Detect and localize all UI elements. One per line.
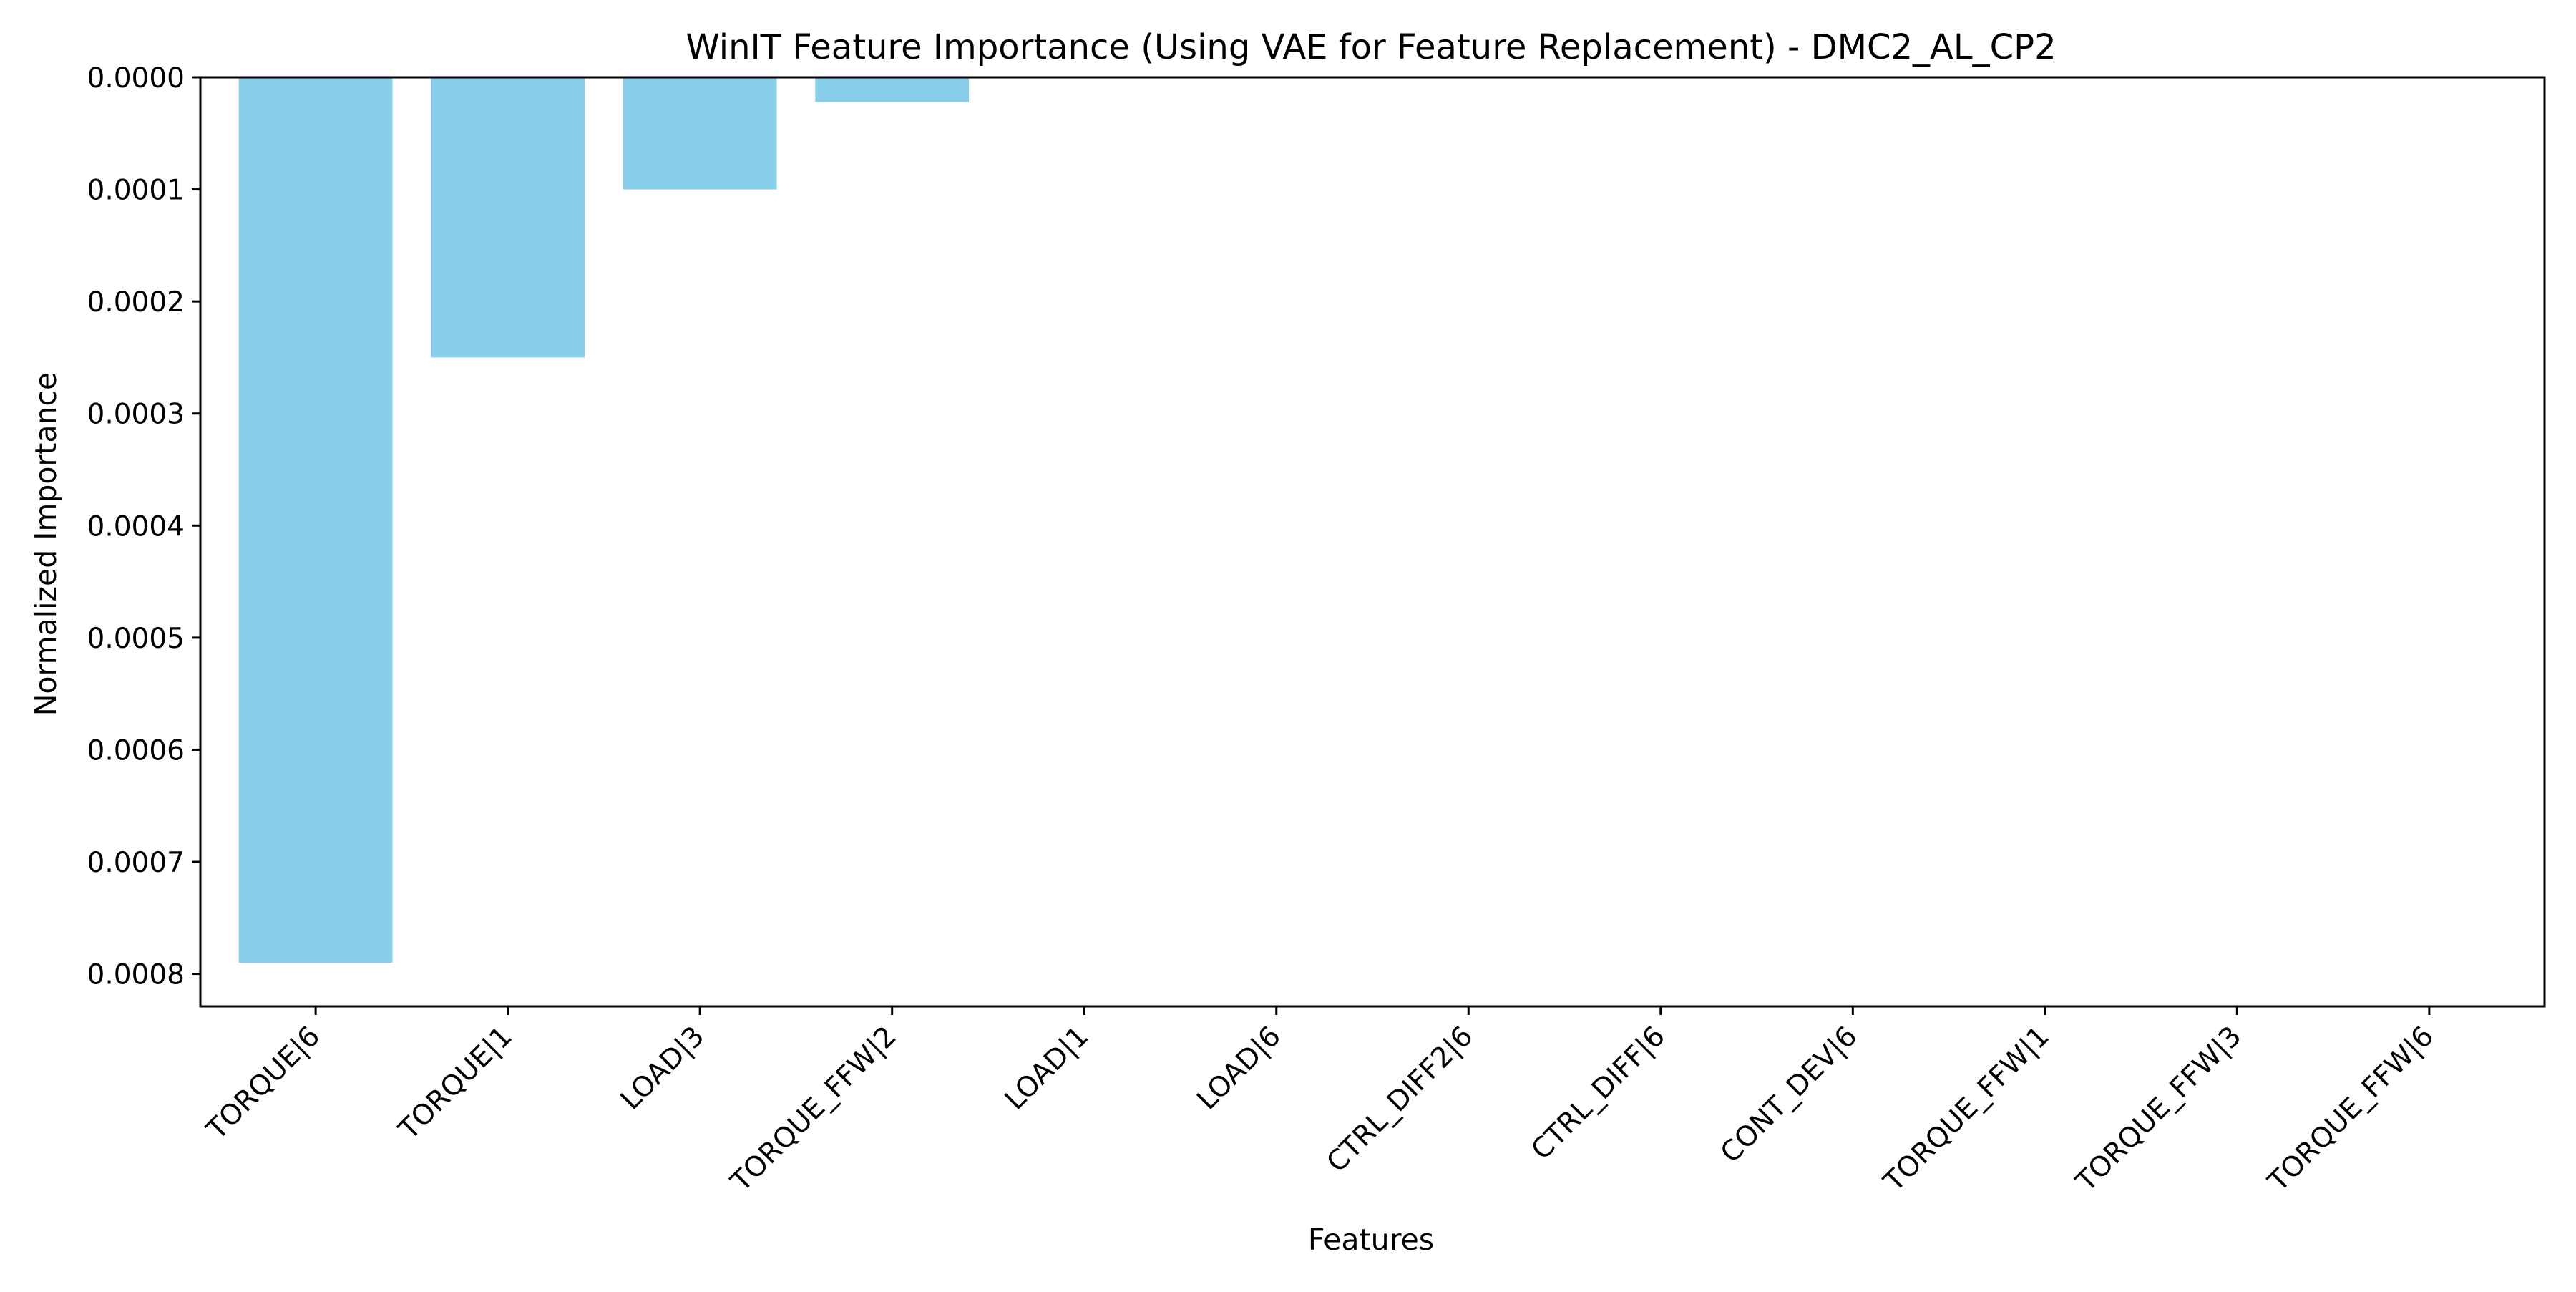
y-tick-label-4: 0.0004 [87, 510, 185, 543]
y-tick-label-0: 0.0000 [87, 62, 185, 94]
bars-group [238, 77, 970, 963]
y-tick-label-2: 0.0002 [87, 286, 185, 319]
bar-2 [623, 77, 777, 190]
plot-frame [199, 76, 2546, 1008]
chart-title: WinIT Feature Importance (Using VAE for … [686, 27, 2056, 67]
y-axis: 0.0000 0.0001 0.0002 0.0003 0.0004 0.0005 0.00… [87, 62, 200, 991]
y-tick-label-6: 0.0006 [87, 734, 185, 767]
x-axis-label: Features [1308, 1223, 1434, 1257]
y-tick-label-1: 0.0001 [87, 175, 185, 207]
bar-0 [238, 77, 393, 963]
y-tick-label-5: 0.0005 [87, 623, 185, 655]
y-tick-label-3: 0.0003 [87, 399, 185, 431]
bar-3 [815, 77, 970, 102]
bar-1 [431, 77, 585, 358]
y-tick-label-7: 0.0007 [87, 847, 185, 879]
y-tick-label-8: 0.0008 [87, 959, 185, 991]
y-axis-label: Normalized Importance [29, 372, 63, 717]
